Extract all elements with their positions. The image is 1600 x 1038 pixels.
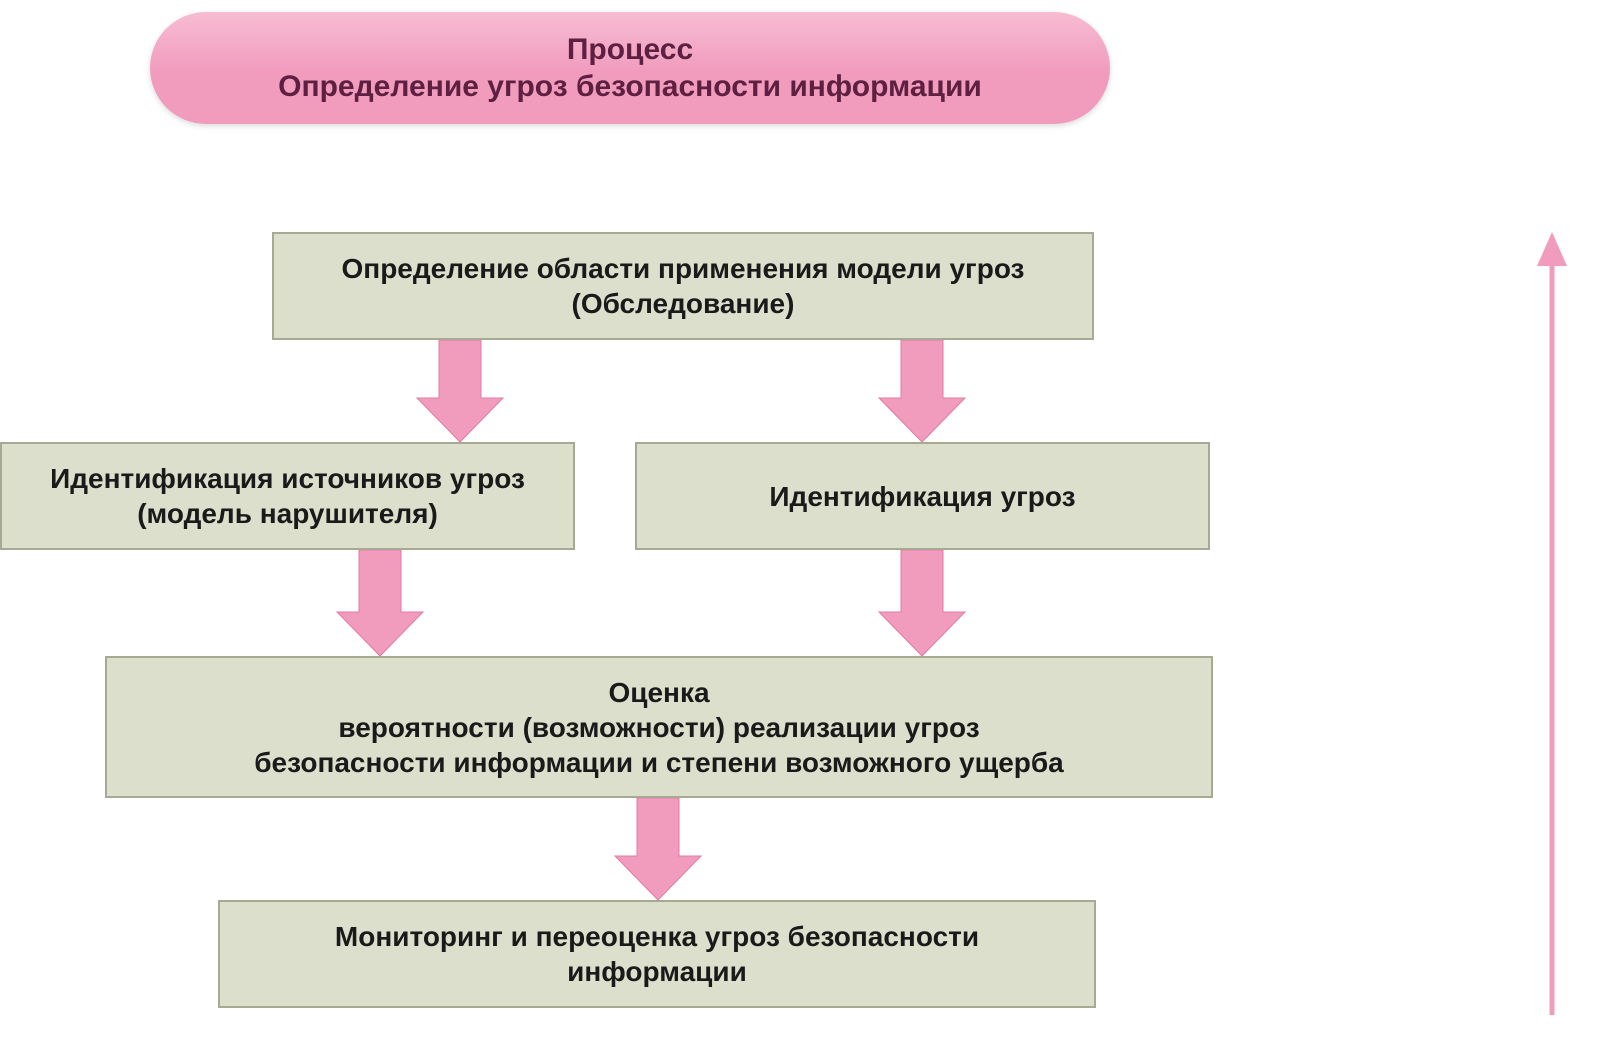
arrow-down-icon bbox=[615, 798, 701, 900]
node-label-n4: Мониторинг и переоценка угроз безопаснос… bbox=[335, 919, 979, 989]
arrow-down-icon bbox=[337, 550, 423, 656]
node-n2b: Идентификация угроз bbox=[635, 442, 1210, 550]
node-header: Процесс Определение угроз безопасности и… bbox=[150, 12, 1110, 124]
node-label-n3: Оценка вероятности (возможности) реализа… bbox=[254, 675, 1064, 780]
node-n3: Оценка вероятности (возможности) реализа… bbox=[105, 656, 1213, 798]
feedback-arrow-icon bbox=[1537, 232, 1567, 1015]
node-n1: Определение области применения модели уг… bbox=[272, 232, 1094, 340]
node-n2a: Идентификация источников угроз (модель н… bbox=[0, 442, 575, 550]
flowchart-canvas: { "diagram": { "type": "flowchart", "can… bbox=[0, 0, 1600, 1038]
arrow-down-icon bbox=[879, 550, 965, 656]
node-label-n1: Определение области применения модели уг… bbox=[342, 251, 1025, 321]
node-label-n2a: Идентификация источников угроз (модель н… bbox=[50, 461, 525, 531]
node-label-n2b: Идентификация угроз bbox=[769, 479, 1075, 514]
node-n4: Мониторинг и переоценка угроз безопаснос… bbox=[218, 900, 1096, 1008]
arrow-down-icon bbox=[879, 340, 965, 442]
arrow-down-icon bbox=[417, 340, 503, 442]
node-label-header: Процесс Определение угроз безопасности и… bbox=[278, 31, 982, 106]
